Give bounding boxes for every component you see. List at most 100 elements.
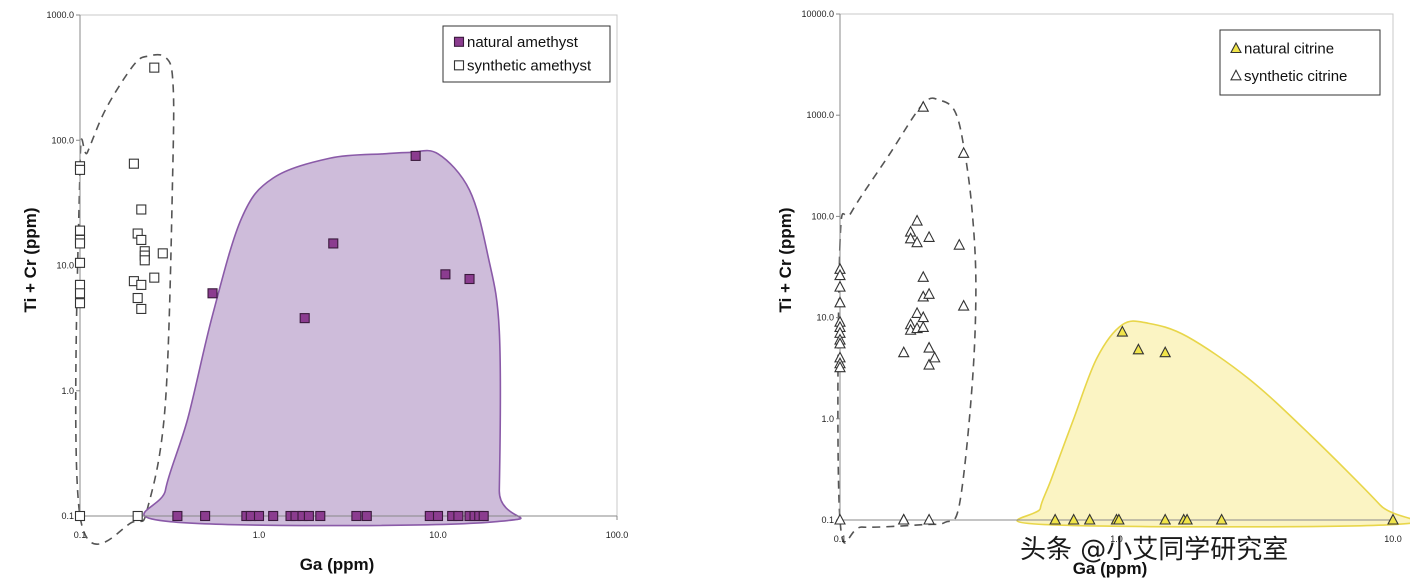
region-natural-amethyst [143,149,522,527]
point-synthetic-citrine [834,280,846,292]
point-natural-citrine [1387,513,1399,525]
y-tick-label: 10000.0 [801,9,834,19]
point-natural-amethyst [351,510,362,522]
point-natural-amethyst [315,510,326,522]
legend-marker-natural-amethyst [453,36,465,47]
point-synthetic-amethyst [132,510,143,522]
citrine-points [834,100,1399,525]
legend-label-natural-citrine: natural citrine [1244,41,1334,58]
amethyst-points [74,62,489,522]
point-synthetic-amethyst [157,248,168,259]
y-tick-label: 1.0 [61,386,74,396]
point-natural-citrine [1083,513,1096,525]
y-tick-label: 0.1 [61,511,74,521]
x-tick-label: 1.0 [253,530,266,540]
citrine-y-axis-title: Ti + Cr (ppm) [776,208,795,313]
point-synthetic-citrine [897,513,910,525]
amethyst-regions [74,53,522,545]
point-synthetic-citrine [911,214,923,226]
point-natural-amethyst [299,313,310,324]
point-synthetic-citrine [834,337,846,349]
legend-entry-natural-citrine: natural citrine [1230,41,1334,58]
amethyst-chart: 0.1 1.0 10.0 100.0 1000.0 0.1 1.0 10.0 100.0 Ga… [21,10,628,574]
citrine-regions [837,97,1410,544]
point-natural-amethyst [361,510,372,522]
y-tick-label: 1.0 [821,414,834,424]
region-natural-citrine [1016,320,1410,528]
point-natural-amethyst [172,510,183,522]
legend-marker-synthetic-amethyst [453,60,465,71]
point-synthetic-amethyst [74,257,86,268]
region-synthetic-amethyst [74,53,175,545]
x-tick-label: 0.1 [74,530,87,540]
point-synthetic-citrine [957,146,970,158]
legend-marker-natural-citrine [1230,41,1242,54]
point-synthetic-citrine [834,296,846,308]
point-synthetic-citrine [897,346,910,358]
point-synthetic-amethyst [74,164,86,175]
point-synthetic-amethyst [128,158,139,169]
point-natural-amethyst [478,510,489,522]
point-natural-amethyst [440,269,451,280]
point-natural-citrine [1116,325,1129,337]
point-natural-citrine [1215,513,1228,525]
x-tick-label: 100.0 [606,530,629,540]
citrine-y-ticks: 0.1 1.0 10.0 100.0 1000.0 10000.0 [801,9,840,525]
legend-symbol-natural-citrine [1230,41,1242,54]
legend-label-natural-amethyst: natural amethyst [467,34,579,51]
x-tick-label: 10.0 [429,530,447,540]
point-natural-amethyst [432,510,444,522]
point-synthetic-citrine [911,306,923,318]
point-synthetic-citrine [923,341,936,353]
y-tick-label: 100.0 [811,211,834,221]
point-natural-citrine [1159,513,1172,525]
legend-entry-synthetic-citrine: synthetic citrine [1230,68,1347,85]
point-synthetic-citrine [923,358,936,370]
point-synthetic-citrine [917,270,930,282]
point-synthetic-citrine [957,299,970,311]
y-tick-label: 1000.0 [806,110,834,120]
legend-symbol-synthetic-citrine [1230,69,1242,81]
point-synthetic-amethyst [74,298,86,309]
point-synthetic-amethyst [74,288,86,299]
point-synthetic-amethyst [136,204,147,215]
point-natural-amethyst [464,273,475,285]
amethyst-y-axis-title: Ti + Cr (ppm) [21,208,40,313]
point-natural-citrine [1067,513,1080,525]
point-synthetic-citrine [917,320,930,332]
point-synthetic-amethyst [74,510,86,522]
x-tick-label: 10.0 [1384,534,1402,544]
point-synthetic-citrine [953,238,966,250]
y-tick-label: 100.0 [51,135,74,145]
point-natural-amethyst [253,510,265,522]
point-synthetic-citrine [834,268,846,281]
x-tick-label: 0.1 [834,534,847,544]
point-natural-amethyst [328,238,339,249]
point-natural-amethyst [303,510,314,522]
point-synthetic-amethyst [136,303,147,314]
point-synthetic-amethyst [136,234,147,245]
point-synthetic-amethyst [74,238,86,249]
amethyst-legend-box [442,25,611,83]
amethyst-legend: natural amethyst synthetic amethyst [442,25,611,83]
legend-label-synthetic-citrine: synthetic citrine [1244,68,1347,85]
point-natural-citrine [1132,343,1145,355]
point-synthetic-citrine [834,360,846,373]
citrine-x-axis-title: Ga (ppm) [1073,559,1148,578]
point-synthetic-citrine [904,232,917,244]
point-natural-amethyst [410,150,421,161]
point-natural-amethyst [453,510,464,522]
point-synthetic-amethyst [74,225,86,236]
legend-marker-synthetic-citrine [1230,69,1242,81]
citrine-legend-box [1219,29,1381,96]
point-synthetic-citrine [917,100,930,112]
point-synthetic-amethyst [149,62,160,73]
legend-entry-natural-amethyst: natural amethyst [453,34,579,51]
point-synthetic-citrine [923,513,936,525]
point-natural-amethyst [268,510,279,522]
point-synthetic-citrine [928,351,941,363]
point-synthetic-citrine [923,287,936,299]
point-natural-citrine [1049,513,1062,525]
point-synthetic-amethyst [132,292,143,304]
